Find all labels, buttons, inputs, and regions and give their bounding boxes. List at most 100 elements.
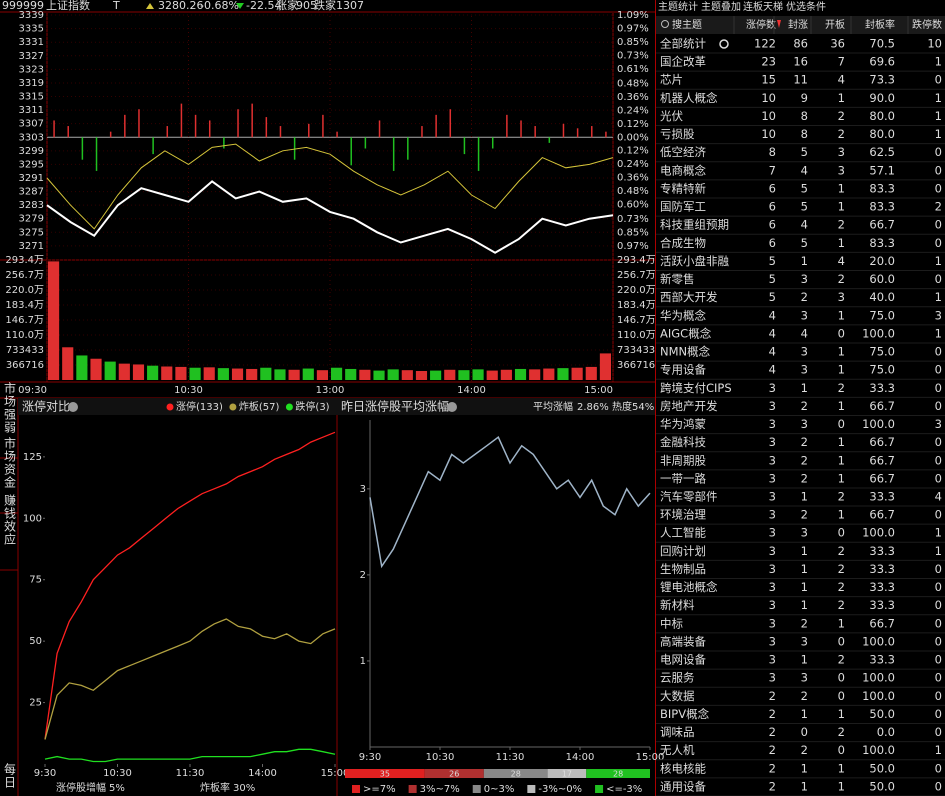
cell: 4: [769, 326, 776, 340]
topic-name[interactable]: 房地产开发: [660, 399, 718, 413]
volume-bar: [90, 358, 102, 380]
topic-name[interactable]: 低空经济: [660, 145, 706, 159]
cell: 2: [769, 725, 776, 739]
topic-name[interactable]: 非周期股: [660, 453, 706, 467]
cell: 1: [838, 91, 845, 105]
search-icon[interactable]: [661, 20, 669, 28]
topic-name[interactable]: NMN概念: [660, 345, 711, 359]
tab[interactable]: 主题叠加: [701, 1, 741, 13]
topic-name[interactable]: 华为概念: [660, 308, 706, 322]
segment-label: 17: [562, 770, 572, 779]
cell: 11: [793, 73, 808, 87]
side-tab[interactable]: 每日: [3, 762, 17, 789]
cell: 3: [769, 399, 776, 413]
topic-name[interactable]: 芯片: [660, 73, 683, 87]
flag: T: [112, 0, 120, 12]
topic-name[interactable]: 人工智能: [660, 526, 706, 540]
column-header[interactable]: 跌停数: [912, 18, 942, 31]
tab[interactable]: 主题统计: [658, 0, 698, 13]
cell: 0: [935, 272, 942, 286]
topic-name[interactable]: 华为鸿蒙: [660, 417, 706, 431]
cell: 0: [935, 779, 942, 793]
cell: 3: [769, 435, 776, 449]
icon: [236, 3, 244, 9]
topic-name[interactable]: 锂电池概念: [660, 580, 718, 594]
cell: 0: [838, 526, 845, 540]
topic-name[interactable]: 专用设备: [660, 363, 706, 377]
topic-name[interactable]: 跨境支付CIPS: [660, 381, 732, 395]
legend-label: <=-3%: [606, 784, 642, 795]
y2-tick-label: 0.12%: [617, 146, 649, 157]
topic-name[interactable]: 调味品: [660, 725, 695, 739]
column-header[interactable]: 封板率: [865, 18, 895, 31]
cell: 1: [838, 236, 845, 250]
cell: 0: [935, 508, 942, 522]
topic-name[interactable]: 电商概念: [660, 163, 706, 177]
column-header[interactable]: 搜主题: [672, 18, 702, 31]
topic-name[interactable]: 新材料: [660, 598, 695, 612]
topic-name[interactable]: AIGC概念: [660, 326, 712, 340]
cell: 2: [801, 290, 808, 304]
topic-name[interactable]: 活跃小盘非融: [660, 254, 729, 268]
side-tab[interactable]: 市场资金: [3, 436, 17, 489]
legend-swatch: [472, 785, 481, 793]
legend-label: 3%~7%: [420, 784, 460, 795]
topic-name[interactable]: 全部统计: [660, 37, 706, 51]
topic-name[interactable]: 机器人概念: [660, 91, 718, 105]
topic-name[interactable]: 生物制品: [660, 562, 706, 576]
cell: 2: [801, 616, 808, 630]
topic-name[interactable]: 回购计划: [660, 544, 706, 558]
cell: 4: [801, 218, 808, 232]
topic-name[interactable]: 专精特新: [660, 181, 706, 195]
topic-name[interactable]: 国企改革: [660, 55, 706, 69]
y2-tick-label: 0.12%: [617, 119, 649, 130]
topic-name[interactable]: 亏损股: [660, 127, 695, 141]
y-tick-label: 25: [29, 698, 42, 709]
info-icon[interactable]: [68, 402, 78, 412]
volume-bar: [373, 370, 385, 380]
topic-name[interactable]: 通用设备: [660, 779, 706, 793]
tab[interactable]: 优选条件: [786, 0, 826, 13]
distribution-segment: [424, 769, 484, 778]
column-header[interactable]: 开板: [825, 18, 845, 31]
topic-name[interactable]: 光伏: [660, 109, 683, 123]
topic-name[interactable]: BIPV概念: [660, 707, 710, 721]
cell: 0: [935, 181, 942, 195]
tab[interactable]: 连板天梯: [743, 0, 783, 13]
topic-name[interactable]: 新零售: [660, 272, 695, 286]
legend-dot: [166, 403, 174, 411]
topic-name[interactable]: 汽车零部件: [660, 490, 718, 504]
column-header[interactable]: 涨停数: [746, 18, 776, 31]
topic-name[interactable]: 电网设备: [660, 653, 706, 667]
info-icon[interactable]: [447, 402, 457, 412]
topic-name[interactable]: 科技重组预期: [660, 218, 729, 232]
distribution-segment: [345, 769, 425, 778]
topic-name[interactable]: 核电核能: [660, 761, 706, 775]
topic-name[interactable]: 云服务: [660, 671, 695, 685]
topic-name[interactable]: 高端装备: [660, 634, 706, 648]
topic-name[interactable]: 环境治理: [660, 508, 706, 522]
y-tick-label: 125: [23, 452, 42, 463]
sort-icon[interactable]: [777, 20, 781, 28]
side-tab[interactable]: 赚钱效应: [3, 493, 17, 546]
y2-tick-label: 0.24%: [617, 105, 649, 116]
series-line: [44, 748, 336, 763]
cell: 0: [935, 580, 942, 594]
topic-name[interactable]: 无人机: [660, 743, 695, 757]
topic-name[interactable]: 大数据: [660, 689, 695, 703]
cell: 5: [769, 272, 776, 286]
volume-bar: [557, 368, 569, 380]
topic-name[interactable]: 金融科技: [660, 435, 706, 449]
topic-name[interactable]: 一带一路: [660, 471, 706, 485]
up-count: 905: [296, 0, 317, 12]
topic-name[interactable]: 中标: [660, 616, 683, 630]
column-header[interactable]: 封涨: [788, 18, 808, 31]
cell: 1: [935, 290, 942, 304]
side-tab[interactable]: 市场强弱: [3, 381, 17, 434]
x-tick-label: 10:30: [426, 752, 455, 763]
topic-name[interactable]: 国防军工: [660, 200, 706, 214]
volume-bar: [175, 366, 187, 380]
topic-name[interactable]: 合成生物: [660, 236, 706, 250]
topic-name[interactable]: 西部大开发: [660, 290, 718, 304]
legend-label: 炸板(57): [239, 400, 280, 413]
